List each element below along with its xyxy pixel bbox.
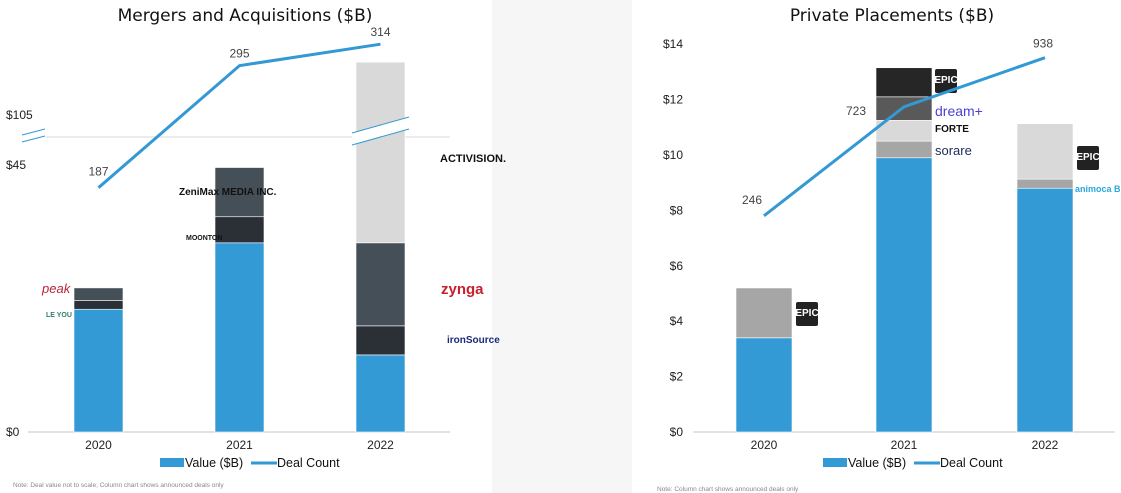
logo-le-you: LE YOU — [46, 312, 72, 319]
x-tick-label: 2022 — [367, 438, 394, 452]
deal-count-label: 246 — [742, 193, 762, 207]
axis-break-mark — [21, 135, 46, 143]
legend-value-swatch — [160, 458, 184, 467]
deal-count-label: 938 — [1033, 37, 1053, 51]
x-tick-label: 2021 — [226, 438, 253, 452]
logo-peak: peak — [41, 281, 72, 296]
logo-ironsource: ironSource — [447, 335, 500, 346]
logo-dream: dream+ — [935, 103, 983, 119]
logo-epic-games: EPIC — [1076, 152, 1099, 163]
bar-break-mark — [351, 116, 410, 134]
chart-note: Note: Deal value not to scale; Column ch… — [13, 482, 224, 489]
chart-note: Note: Column chart shows announced deals… — [657, 486, 799, 493]
bar-segment-2020-0 — [735, 337, 793, 433]
bar-break-gap — [352, 117, 409, 145]
logo-epic-games-shape — [935, 69, 957, 93]
y-tick-label: $0 — [6, 425, 20, 439]
y-tick-label: $105 — [6, 108, 33, 122]
y-tick-label: $12 — [663, 93, 683, 107]
bar-segment-2022-2 — [355, 242, 406, 327]
y-tick-label: $4 — [670, 314, 684, 328]
logo-epic-games-shape — [1077, 146, 1099, 170]
x-tick-label: 2020 — [751, 438, 778, 452]
bar-segment-2021-0 — [214, 242, 265, 433]
axis-break-mark — [21, 128, 46, 136]
bar-segment-2020-2 — [73, 287, 124, 301]
logo-zynga: zynga — [441, 281, 484, 298]
bar-segment-2020-1 — [73, 300, 124, 310]
legend-deal-count-label: Deal Count — [277, 456, 340, 470]
deal-count-line — [97, 42, 381, 189]
private-placements-chart: Private Placements ($B) $0 $2 $4 $6 $8 $10 $12 $… — [657, 6, 1121, 493]
bar-segment-2022-1 — [355, 325, 406, 356]
y-tick-label: $45 — [6, 158, 26, 172]
logo-moonton: MOONTON — [186, 235, 222, 242]
bar-segment-2022-3 — [355, 61, 406, 244]
logo-epic-games: EPIC — [795, 308, 818, 319]
legend-value-swatch — [823, 458, 847, 467]
mergers-acquisitions-chart: Mergers and Acquisitions ($B) $0 $45 $105 LE… — [6, 6, 506, 489]
y-tick-label: $6 — [670, 259, 684, 273]
bar-segment-2021-1 — [214, 216, 265, 244]
chart-title: Private Placements ($B) — [790, 6, 994, 26]
y-tick-label: $2 — [670, 370, 684, 384]
logo-epic-games-shape — [796, 302, 818, 326]
logo-epic-games: EPIC — [934, 75, 957, 86]
legend-value-label: Value ($B) — [848, 456, 906, 470]
y-tick-label: $14 — [663, 37, 683, 51]
bar-segment-2020-0 — [73, 308, 124, 433]
deal-count-label: 187 — [88, 165, 108, 179]
bar-segment-2020-1 — [735, 287, 793, 339]
bar-segment-2021-4 — [875, 67, 933, 98]
x-tick-label: 2022 — [1032, 438, 1059, 452]
bar-segment-2021-0 — [875, 157, 933, 433]
logo-zenimax-media-inc: ZeniMax MEDIA INC. — [179, 187, 277, 198]
y-tick-label: $10 — [663, 148, 683, 162]
deal-count-line — [763, 56, 1046, 217]
bar-segment-2021-2 — [214, 167, 265, 218]
y-tick-label: $8 — [670, 203, 684, 217]
deal-count-label: 314 — [370, 25, 390, 39]
bar-break-mark — [351, 128, 410, 146]
bar-segment-2022-0 — [355, 354, 406, 433]
x-tick-label: 2021 — [891, 438, 918, 452]
bar-segment-2022-2 — [1016, 123, 1074, 180]
bar-segment-2022-1 — [1016, 178, 1074, 189]
deal-count-label: 295 — [229, 47, 249, 61]
x-tick-label: 2020 — [85, 438, 112, 452]
logo-animoca-brands: animoca BRANDS — [1075, 184, 1121, 194]
bar-segment-2022-0 — [1016, 187, 1074, 433]
y-tick-label: $0 — [670, 425, 684, 439]
chart-title: Mergers and Acquisitions ($B) — [118, 6, 373, 26]
legend-value-label: Value ($B) — [185, 456, 243, 470]
bar-segment-2021-1 — [875, 140, 933, 159]
logo-activision: ACTIVISION. — [440, 153, 506, 165]
deal-count-label: 723 — [846, 104, 866, 118]
logo-sorare: sorare — [935, 143, 972, 158]
logo-forte: FORTE — [935, 124, 969, 135]
legend-deal-count-label: Deal Count — [940, 456, 1003, 470]
